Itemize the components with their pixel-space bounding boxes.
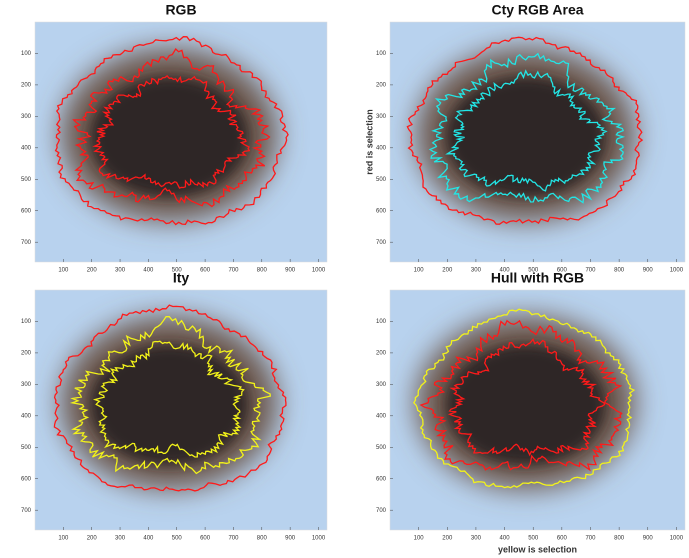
x-tick-label: 1000 bbox=[312, 536, 326, 542]
y-tick-label: 100 bbox=[376, 319, 387, 325]
y-tick-label: 700 bbox=[376, 508, 387, 514]
x-axis-label: yellow is selection bbox=[498, 544, 577, 554]
x-tick-label: 300 bbox=[471, 268, 482, 274]
y-tick-label: 700 bbox=[21, 508, 32, 514]
figure: 100 200 300 400 500 600 700 800 900 1000 100 200 300… bbox=[0, 0, 689, 558]
x-tick-label: 600 bbox=[200, 536, 211, 542]
x-tick-label: 100 bbox=[414, 268, 425, 274]
x-tick-label: 200 bbox=[87, 536, 98, 542]
y-tick-label: 200 bbox=[376, 350, 387, 356]
y-tick-label: 400 bbox=[376, 413, 387, 419]
x-tick-label: 900 bbox=[285, 268, 296, 274]
y-tick-label: 100 bbox=[376, 51, 387, 57]
y-tick-label: 300 bbox=[376, 382, 387, 388]
y-tick-label: 500 bbox=[21, 445, 32, 451]
x-tick-label: 400 bbox=[500, 536, 511, 542]
x-tick-label: 900 bbox=[643, 536, 654, 542]
y-tick-label: 300 bbox=[21, 382, 32, 388]
x-tick-label: 600 bbox=[200, 268, 211, 274]
x-tick-label: 600 bbox=[557, 536, 568, 542]
x-tick-label: 500 bbox=[528, 536, 539, 542]
x-tick-label: 800 bbox=[257, 536, 268, 542]
y-tick-label: 700 bbox=[376, 240, 387, 246]
y-tick-label: 400 bbox=[21, 413, 32, 419]
y-tick-label: 100 bbox=[21, 51, 32, 57]
x-tick-label: 200 bbox=[87, 268, 98, 274]
y-tick-label: 100 bbox=[21, 319, 32, 325]
y-tick-label: 200 bbox=[21, 350, 32, 356]
x-tick-label: 200 bbox=[442, 536, 453, 542]
image-panel bbox=[35, 290, 327, 530]
x-tick-label: 800 bbox=[614, 536, 625, 542]
x-tick-label: 1000 bbox=[670, 268, 684, 274]
y-tick-label: 600 bbox=[376, 208, 387, 214]
x-tick-label: 700 bbox=[228, 268, 239, 274]
x-tick-label: 800 bbox=[614, 268, 625, 274]
y-tick-label: 600 bbox=[376, 476, 387, 482]
y-tick-label: 700 bbox=[21, 240, 32, 246]
y-tick-label: 200 bbox=[21, 82, 32, 88]
x-tick-label: 900 bbox=[643, 268, 654, 274]
y-tick-label: 500 bbox=[376, 445, 387, 451]
y-tick-label: 300 bbox=[376, 114, 387, 120]
x-tick-label: 200 bbox=[442, 268, 453, 274]
x-tick-label: 700 bbox=[585, 268, 596, 274]
x-tick-label: 100 bbox=[58, 268, 69, 274]
x-tick-label: 1000 bbox=[670, 536, 684, 542]
x-tick-label: 100 bbox=[414, 536, 425, 542]
x-tick-label: 800 bbox=[257, 268, 268, 274]
x-tick-label: 300 bbox=[115, 536, 126, 542]
y-tick-label: 400 bbox=[21, 145, 32, 151]
image-panel bbox=[35, 22, 327, 262]
y-tick-label: 500 bbox=[376, 177, 387, 183]
y-tick-label: 600 bbox=[21, 476, 32, 482]
x-tick-label: 400 bbox=[143, 536, 154, 542]
image-panel bbox=[390, 22, 685, 262]
chart-title: RGB bbox=[165, 2, 196, 18]
y-tick-label: 300 bbox=[21, 114, 32, 120]
x-tick-label: 300 bbox=[115, 268, 126, 274]
y-tick-label: 200 bbox=[376, 82, 387, 88]
x-tick-label: 400 bbox=[143, 268, 154, 274]
y-tick-label: 500 bbox=[21, 177, 32, 183]
x-tick-label: 500 bbox=[172, 536, 183, 542]
x-tick-label: 100 bbox=[58, 536, 69, 542]
x-tick-label: 1000 bbox=[312, 268, 326, 274]
x-tick-label: 300 bbox=[471, 536, 482, 542]
y-tick-label: 600 bbox=[21, 208, 32, 214]
x-tick-label: 900 bbox=[285, 536, 296, 542]
image-panel bbox=[390, 290, 685, 530]
y-axis-label: red is selection bbox=[364, 109, 374, 175]
y-tick-label: 400 bbox=[376, 145, 387, 151]
x-tick-label: 700 bbox=[585, 536, 596, 542]
chart-title: Ity bbox=[173, 270, 190, 286]
chart-title: Cty RGB Area bbox=[491, 2, 583, 18]
chart-title: Hull with RGB bbox=[491, 270, 584, 286]
lesion-core bbox=[90, 77, 248, 197]
x-tick-label: 700 bbox=[228, 536, 239, 542]
